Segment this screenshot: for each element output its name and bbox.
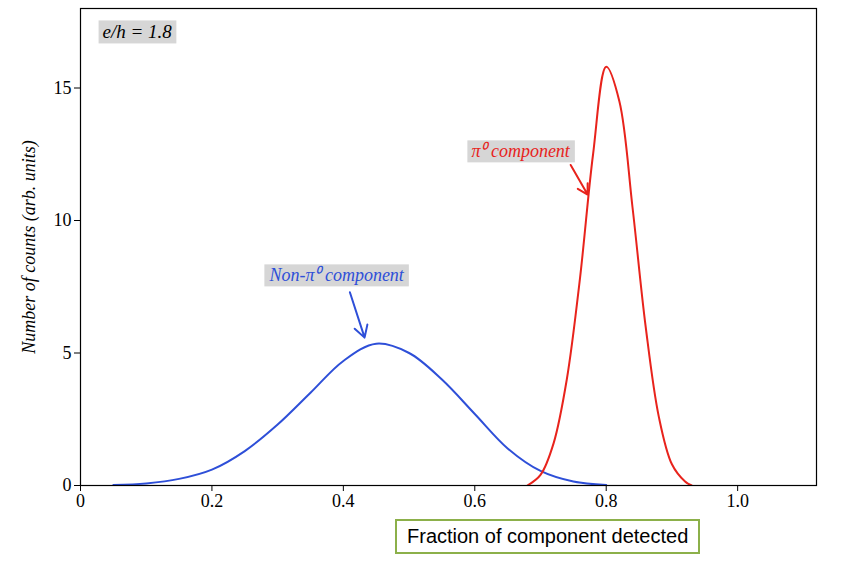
svg-text:0.4: 0.4	[332, 491, 355, 511]
svg-text:Non-π⁰ component: Non-π⁰ component	[268, 265, 404, 285]
svg-text:e/h = 1.8: e/h = 1.8	[103, 21, 173, 42]
svg-text:0: 0	[76, 491, 85, 511]
svg-text:0.8: 0.8	[595, 491, 618, 511]
svg-text:0: 0	[63, 475, 72, 495]
svg-text:1.0: 1.0	[726, 491, 749, 511]
svg-text:Number of counts (arb. units): Number of counts (arb. units)	[19, 140, 40, 355]
svg-text:π⁰ component: π⁰ component	[471, 141, 570, 161]
svg-text:0.6: 0.6	[464, 491, 487, 511]
html-text:Fraction of component detected: Fraction of component detected	[407, 525, 689, 547]
svg-text:15: 15	[54, 78, 72, 98]
svg-text:10: 10	[54, 210, 72, 230]
svg-text:5: 5	[63, 343, 72, 363]
svg-text:0.2: 0.2	[201, 491, 224, 511]
